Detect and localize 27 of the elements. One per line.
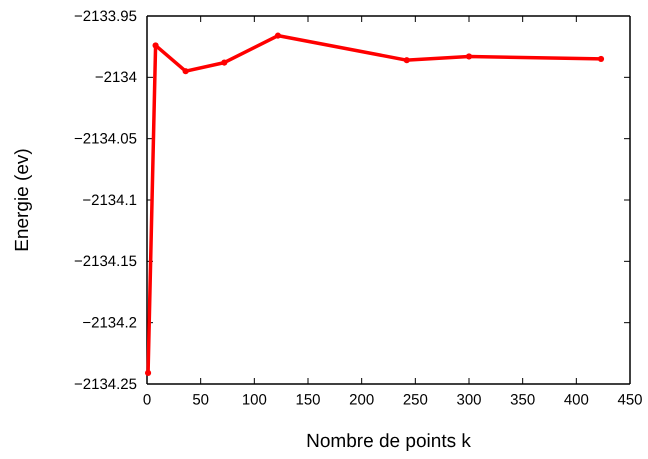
- y-tick-label: −2134.25: [74, 376, 137, 393]
- y-tick-label: −2134.2: [82, 314, 137, 332]
- x-tick-label: 450: [617, 392, 643, 409]
- x-tick-label: 250: [402, 392, 428, 409]
- point: [221, 60, 228, 66]
- point: [152, 42, 159, 49]
- point: [466, 53, 472, 60]
- y-tick-label: −2134.1: [82, 192, 137, 209]
- point: [144, 370, 152, 376]
- y-tick-label: −2134: [94, 69, 137, 86]
- y-tick-label: −2133.95: [74, 8, 137, 25]
- y-axis-title: Energie (ev): [12, 148, 33, 252]
- x-tick-label: 200: [349, 392, 374, 409]
- x-tick-label: 400: [564, 392, 589, 409]
- point: [404, 57, 410, 64]
- x-tick-label: 100: [242, 392, 267, 409]
- point: [274, 32, 282, 39]
- x-tick-label: 150: [295, 392, 321, 409]
- x-tick-label: 0: [142, 392, 152, 409]
- point: [598, 56, 604, 62]
- y-tick-label: −2134.05: [74, 130, 137, 148]
- x-tick-label: 350: [510, 392, 536, 409]
- x-tick-label: 300: [456, 392, 482, 409]
- x-axis-title: Nombre de points k: [306, 431, 472, 452]
- point: [182, 68, 189, 74]
- x-tick-label: 50: [192, 392, 210, 409]
- y-tick-label: −2134.15: [74, 253, 137, 270]
